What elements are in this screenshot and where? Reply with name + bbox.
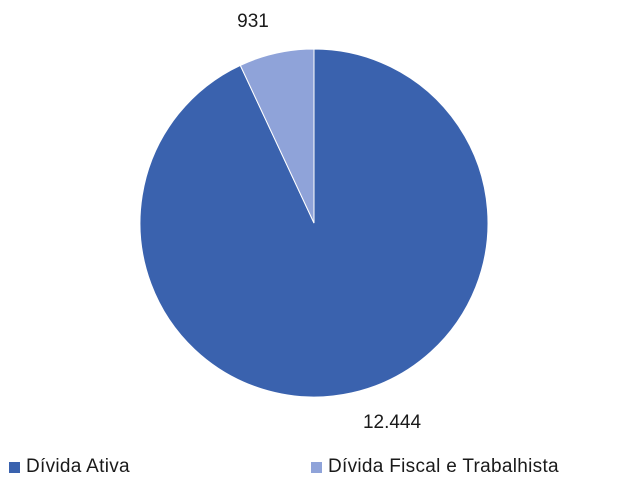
pie-slices xyxy=(139,48,489,398)
data-label-divida-ativa: 12.444 xyxy=(363,412,422,433)
legend-item-divida-ativa: Dívida Ativa xyxy=(9,456,130,478)
pie-chart: 12.444 931 xyxy=(139,11,489,433)
pie-slice-divida-fiscal xyxy=(239,48,315,224)
legend-swatch-divida-ativa xyxy=(9,461,20,473)
legend-swatch-divida-fiscal xyxy=(311,461,322,473)
legend-label-divida-fiscal: Dívida Fiscal e Trabalhista xyxy=(328,456,559,477)
legend: Dívida Ativa Dívida Fiscal e Trabalhista xyxy=(0,456,637,480)
legend-item-divida-fiscal: Dívida Fiscal e Trabalhista xyxy=(311,456,559,478)
legend-label-divida-ativa: Dívida Ativa xyxy=(26,456,130,477)
data-label-divida-fiscal: 931 xyxy=(237,11,269,32)
